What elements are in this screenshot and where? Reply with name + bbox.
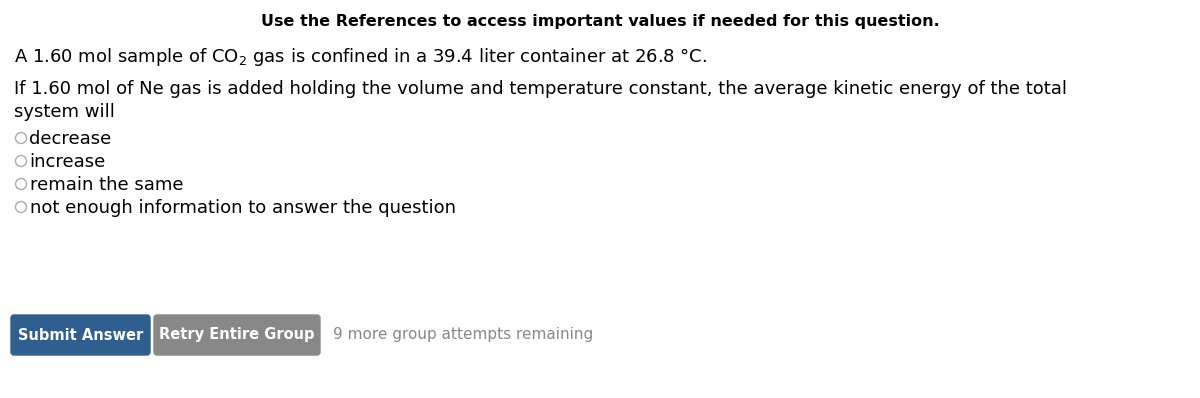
Text: system will: system will <box>14 103 115 121</box>
Text: remain the same: remain the same <box>30 176 182 194</box>
Text: Use the References to access important values if needed for this question.: Use the References to access important v… <box>260 14 940 29</box>
Text: not enough information to answer the question: not enough information to answer the que… <box>30 199 456 217</box>
Text: Submit Answer: Submit Answer <box>18 328 143 343</box>
Text: decrease: decrease <box>30 130 112 148</box>
Text: A 1.60 mol sample of CO$_2$ gas is confined in a 39.4 liter container at 26.8 °C: A 1.60 mol sample of CO$_2$ gas is confi… <box>14 46 707 68</box>
Text: If 1.60 mol of Ne gas is added holding the volume and temperature constant, the : If 1.60 mol of Ne gas is added holding t… <box>14 80 1067 98</box>
FancyBboxPatch shape <box>11 315 150 355</box>
FancyBboxPatch shape <box>154 315 320 355</box>
Text: Retry Entire Group: Retry Entire Group <box>160 328 314 343</box>
Text: increase: increase <box>30 153 106 171</box>
Text: 9 more group attempts remaining: 9 more group attempts remaining <box>334 328 593 343</box>
